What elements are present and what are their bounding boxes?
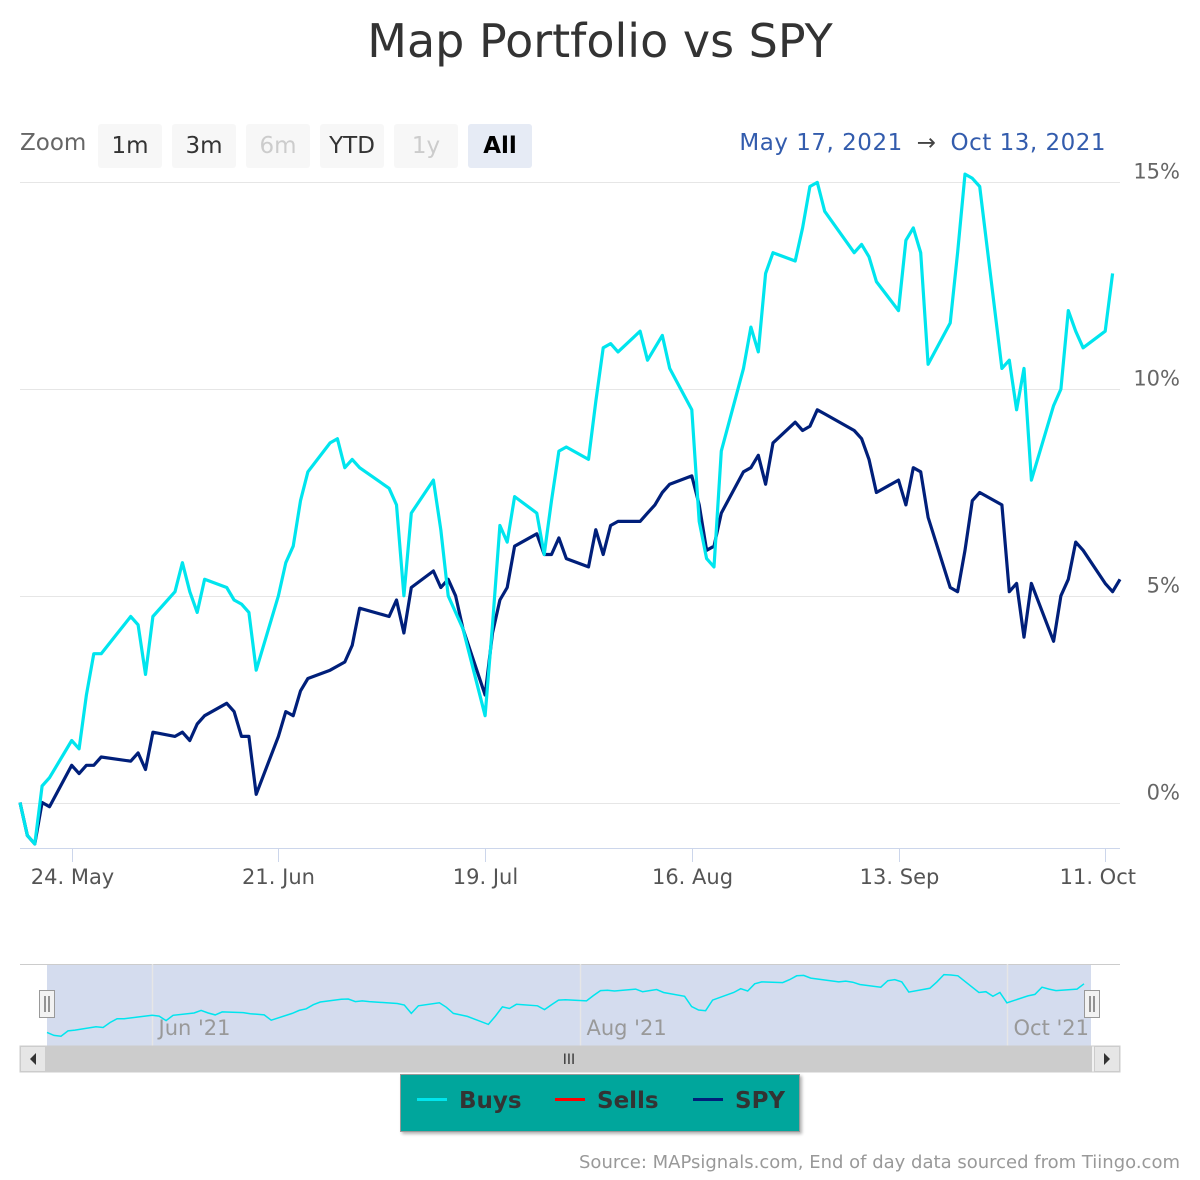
legend-label-spy: SPY [735,1088,786,1114]
x-axis: 24. May 21. Jun 19. Jul 16. Aug 13. Sep 11. O… [20,848,1136,889]
range-arrow: → [916,130,937,156]
y-axis-labels: 0% 5% 10% 15% [1133,160,1180,805]
navigator-handle-right[interactable] [1084,990,1100,1018]
legend: Buys Sells SPY [400,1074,800,1132]
x-tick-label: 21. Jun [242,865,315,889]
y-tick-label: 15% [1133,160,1180,184]
zoom-all-button[interactable]: All [468,124,532,168]
navigator-mask[interactable] [47,964,1091,1046]
x-tick-label: 16. Aug [652,865,733,889]
legend-swatch-spy [693,1098,723,1101]
zoom-1y-button[interactable]: 1y [394,124,458,168]
navigator[interactable]: Jun '21 Aug '21 Oct '21 [20,964,1120,1046]
zoom-label: Zoom [20,130,87,156]
x-tick-label: 19. Jul [453,865,518,889]
x-tick-label: 24. May [31,865,115,889]
scroll-left-arrow[interactable] [20,1046,46,1072]
navigator-label: Aug '21 [587,1016,667,1040]
zoom-6m-button[interactable]: 6m [246,124,310,168]
range-from[interactable]: May 17, 2021 [739,130,903,156]
y-tick-label: 0% [1147,781,1180,805]
legend-label-sells: Sells [597,1088,659,1114]
legend-swatch-sells [555,1098,585,1101]
x-tick-label: 13. Sep [860,865,940,889]
series-line-buys[interactable] [18,172,1115,846]
legend-item-buys[interactable]: Buys [417,1075,522,1131]
scrollbar-thumb[interactable] [46,1046,1092,1072]
range-to[interactable]: Oct 13, 2021 [950,130,1106,156]
y-tick-label: 5% [1147,574,1180,598]
credits[interactable]: Source: MAPsignals.com, End of day data … [579,1152,1180,1173]
series-line-spy[interactable] [18,408,1122,846]
series-lines [18,172,1122,846]
navigator-label: Oct '21 [1014,1016,1089,1040]
zoom-3m-button[interactable]: 3m [172,124,236,168]
zoom-ytd-button[interactable]: YTD [320,124,384,168]
y-tick-label: 10% [1133,367,1180,391]
legend-swatch-buys [417,1098,447,1101]
x-tick-label: 11. Oct [1060,865,1136,889]
navigator-handle-left[interactable] [39,990,55,1018]
scrollbar[interactable]: III [19,1045,1121,1073]
date-range: May 17, 2021 → Oct 13, 2021 [739,130,1106,156]
scroll-right-arrow[interactable] [1094,1046,1120,1072]
zoom-1m-button[interactable]: 1m [98,124,162,168]
navigator-series-buys [46,973,1085,1037]
scrollbar-grip[interactable]: III [563,1052,575,1068]
legend-item-sells[interactable]: Sells [555,1075,659,1131]
chart-title: Map Portfolio vs SPY [367,14,833,68]
legend-item-spy[interactable]: SPY [693,1075,785,1131]
y-gridlines [20,182,1120,804]
legend-label-buys: Buys [459,1088,522,1114]
navigator-label: Jun '21 [157,1016,231,1040]
